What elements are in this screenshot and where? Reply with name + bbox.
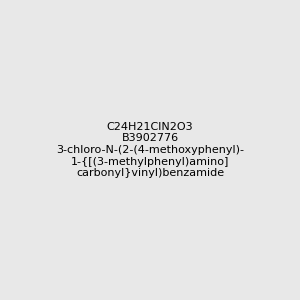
Text: C24H21ClN2O3
B3902776
3-chloro-N-(2-(4-methoxyphenyl)-
1-{[(3-methylphenyl)amino: C24H21ClN2O3 B3902776 3-chloro-N-(2-(4-m… <box>56 122 244 178</box>
